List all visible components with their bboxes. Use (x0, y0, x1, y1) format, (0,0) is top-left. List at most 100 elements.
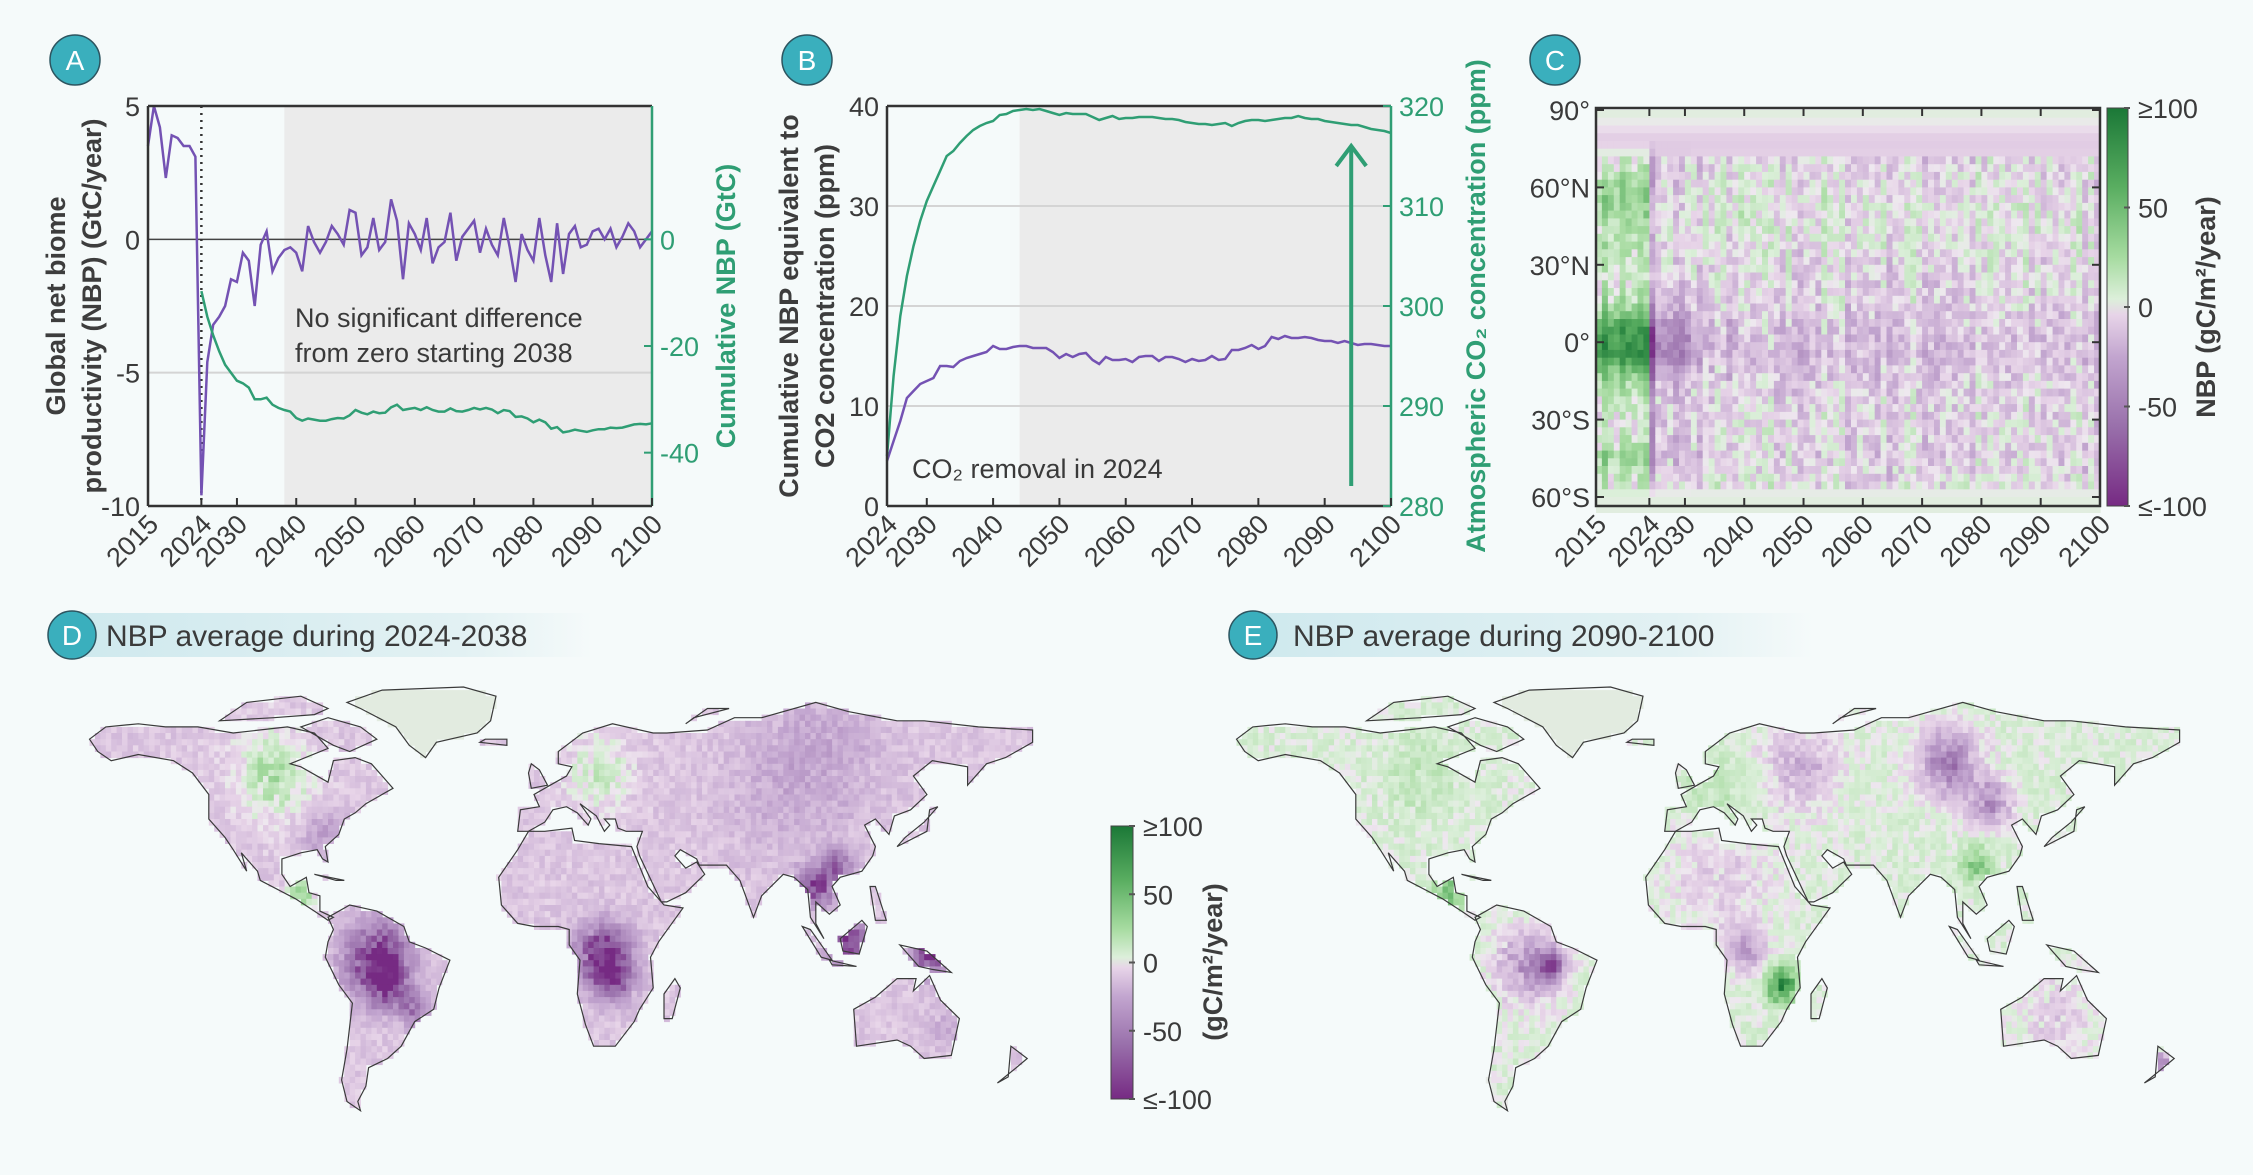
heatmap-cell (1607, 458, 1615, 467)
map-cell (317, 702, 324, 709)
map-cell (338, 726, 345, 734)
heatmap-cell (2058, 357, 2065, 366)
heatmap-cell (1619, 373, 1627, 382)
heatmap-cell (1963, 164, 1971, 173)
heatmap-cell (1945, 272, 1953, 281)
heatmap-cell (2011, 373, 2018, 382)
heatmap-cell (1957, 117, 1965, 126)
heatmap-cell (1975, 489, 1982, 498)
heatmap-cell (2005, 148, 2012, 157)
heatmap-cell (1999, 380, 2006, 390)
heatmap-cell (1601, 404, 1609, 413)
map-cell (425, 720, 432, 728)
heatmap-cell (1673, 272, 1680, 281)
heatmap-cell (1975, 171, 1982, 181)
heatmap-cell (1809, 458, 1816, 467)
heatmap-cell (1673, 295, 1680, 305)
map-cell (441, 708, 448, 716)
heatmap-cell (1750, 125, 1757, 134)
heatmap-cell (1922, 334, 1929, 343)
heatmap-cell (2040, 210, 2048, 219)
heatmap-cell (1969, 396, 1977, 405)
heatmap-cell (1744, 226, 1751, 235)
heatmap-cell (1625, 473, 1633, 483)
heatmap-cell (2005, 195, 2012, 204)
heatmap-cell (2082, 365, 2089, 374)
heatmap-cell (1673, 241, 1680, 250)
heatmap-cell (1643, 171, 1650, 181)
heatmap-cell (1607, 373, 1615, 382)
heatmap-cell (2017, 450, 2024, 459)
heatmap-cell (1625, 148, 1633, 157)
map-cell (832, 714, 838, 722)
heatmap-cell (2046, 365, 2054, 374)
map-cell (821, 708, 828, 716)
heatmap-cell (2005, 171, 2012, 181)
heatmap-cell (1845, 342, 1852, 351)
heatmap-cell (2082, 110, 2089, 119)
heatmap-cell (1803, 303, 1810, 312)
heatmap-cell (1880, 133, 1888, 142)
heatmap-cell (1898, 311, 1905, 320)
map-cell (468, 690, 475, 697)
heatmap-cell (1738, 489, 1745, 498)
heatmap-cell (2005, 365, 2012, 374)
y-tick-label: 20 (849, 292, 879, 322)
map-cell (479, 696, 486, 703)
heatmap-cell (1714, 411, 1722, 421)
heatmap-cell (1779, 311, 1787, 320)
heatmap-cell (1975, 195, 1982, 204)
heatmap-cell (1928, 257, 1935, 266)
heatmap-cell (1643, 110, 1650, 119)
heatmap-cell (2052, 156, 2060, 165)
heatmap-cell (1655, 264, 1662, 274)
heatmap-cell (1738, 241, 1745, 250)
heatmap-cell (2034, 257, 2042, 266)
heatmap-cell (1910, 404, 1917, 413)
heatmap-cell (1922, 148, 1929, 157)
heatmap-cell (1845, 141, 1852, 150)
heatmap-cell (1791, 264, 1799, 274)
heatmap-cell (1625, 311, 1633, 320)
heatmap-cell (1916, 396, 1923, 405)
heatmap-cell (2040, 326, 2048, 335)
heatmap-cell (1856, 396, 1864, 405)
heatmap-cell (2005, 311, 2012, 320)
heatmap-cell (1963, 125, 1971, 134)
heatmap-cell (1821, 404, 1828, 413)
heatmap-cell (1928, 481, 1935, 490)
heatmap-cell (1862, 195, 1870, 204)
heatmap-cell (2070, 156, 2077, 165)
heatmap-cell (1667, 466, 1674, 475)
heatmap-frame (1594, 106, 2102, 508)
heatmap-cell (1637, 481, 1644, 490)
heatmap-cell (2011, 125, 2018, 134)
heatmap-cell (1833, 442, 1840, 452)
heatmap-cell (2022, 218, 2030, 227)
heatmap-cell (2052, 388, 2060, 397)
heatmap-cell (1821, 497, 1828, 506)
heatmap-cell (2011, 411, 2018, 421)
heatmap-cell (1797, 365, 1805, 374)
heatmap-cell (1637, 334, 1644, 343)
heatmap-cell (1702, 148, 1710, 157)
heatmap-cell (1613, 473, 1621, 483)
heatmap-cell (1862, 504, 1870, 513)
heatmap-cell (1679, 280, 1686, 289)
heatmap-cell (1726, 404, 1733, 413)
heatmap-cell (2017, 349, 2024, 359)
heatmap-cell (1714, 210, 1722, 219)
heatmap-cell (2022, 497, 2030, 506)
heatmap-cell (2076, 226, 2083, 235)
heatmap-cell (1945, 334, 1953, 343)
map-cell (306, 708, 313, 716)
heatmap-cell (1910, 110, 1917, 119)
heatmap-cell (1702, 210, 1710, 219)
heatmap-cell (1856, 264, 1864, 274)
heatmap-cell (1738, 156, 1745, 165)
heatmap-cell (1673, 280, 1680, 289)
heatmap-cell (1596, 241, 1603, 250)
heatmap-cell (2028, 481, 2036, 490)
heatmap-cell (1851, 233, 1858, 243)
